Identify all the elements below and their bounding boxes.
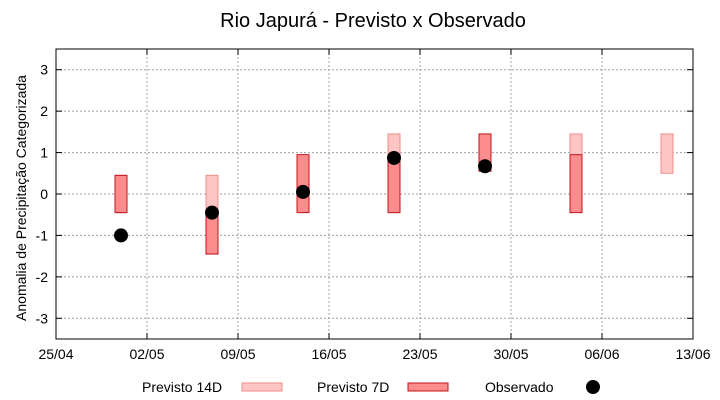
legend-label-previsto-14d: Previsto 14D (142, 379, 222, 395)
x-tick-label: 09/05 (220, 346, 255, 362)
axes: 3 2 1 0 -1 -2 -3 25/04 02/05 09/05 16/05 23/05 30/05… (36, 49, 711, 362)
points (114, 150, 492, 243)
y-tick-label: -3 (36, 310, 49, 326)
bar-previsto-7d (569, 154, 583, 214)
y-tick-label: 1 (40, 145, 48, 161)
point-observado (478, 159, 492, 174)
y-tick-label: -2 (36, 269, 49, 285)
point-observado (296, 184, 310, 199)
y-axis-label: Anomalia de Precipitação Categorizada (13, 75, 29, 321)
legend: Previsto 14D Previsto 7D Observado (142, 379, 600, 395)
x-tick-label: 06/06 (584, 346, 619, 362)
legend-label-observado: Observado (485, 379, 554, 395)
legend-marker-observado (586, 380, 600, 394)
grid (56, 49, 693, 339)
point-observado (205, 205, 219, 220)
bar-previsto-14d (660, 133, 674, 174)
point-observado (114, 228, 128, 243)
y-tick-label: 3 (40, 62, 48, 78)
chart-title: Rio Japurá - Previsto x Observado (220, 10, 526, 32)
y-tick-label: -1 (36, 227, 49, 243)
x-tick-label: 23/05 (402, 346, 437, 362)
x-tick-label: 02/05 (129, 346, 164, 362)
x-tick-label: 30/05 (493, 346, 528, 362)
legend-swatch-previsto-7d (407, 382, 449, 392)
x-tick-label: 13/06 (675, 346, 710, 362)
bar-previsto-7d (114, 174, 128, 214)
bar-previsto-7d (296, 154, 310, 214)
y-tick-label: 0 (40, 186, 48, 202)
legend-label-previsto-7d: Previsto 7D (317, 379, 389, 395)
x-tick-label: 16/05 (311, 346, 346, 362)
x-tick-label: 25/04 (38, 346, 73, 362)
point-observado (387, 150, 401, 165)
y-tick-label: 2 (40, 103, 48, 119)
legend-swatch-previsto-14d (241, 382, 283, 392)
bars (114, 133, 674, 255)
